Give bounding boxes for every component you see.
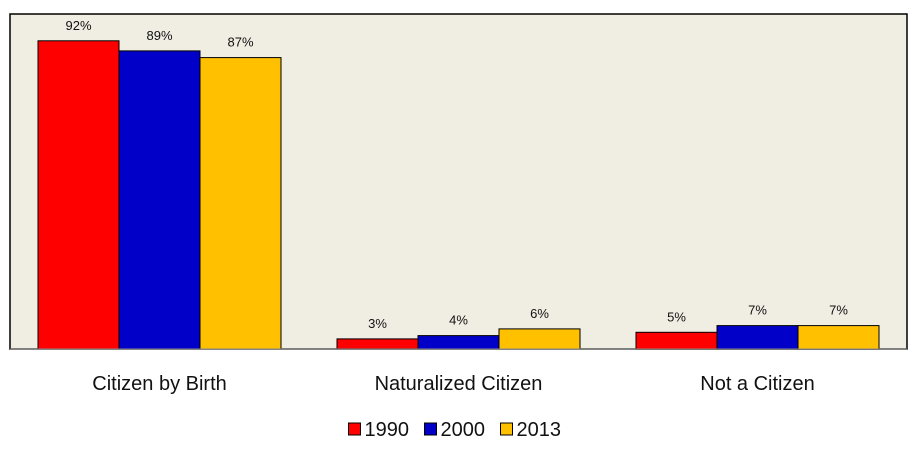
bar-2000-0 [118,50,201,350]
bar-1990-1 [336,338,419,350]
data-label-1990-1: 3% [368,316,387,331]
legend-swatch-2000 [424,422,437,436]
legend-swatch-1990 [348,422,361,436]
data-label-2013-1: 6% [530,306,549,321]
data-label-1990-0: 92% [65,18,91,33]
bar-1990-0 [37,40,120,350]
category-label-0: Citizen by Birth [92,373,227,395]
data-label-2000-2: 7% [748,303,767,318]
legend-label-2013: 2013 [517,419,562,441]
bar-1990-2 [635,331,718,350]
data-label-1990-2: 5% [667,309,686,324]
category-labels-group: Citizen by Birth Naturalized Citizen Not a… [92,373,815,395]
data-label-2000-0: 89% [146,28,172,43]
data-labels-group: 92% 89% 87% 3% 4% 6% 5% 7% 7% [65,18,848,331]
category-label-2: Not a Citizen [700,373,815,395]
legend-label-2000: 2000 [441,419,486,441]
bar-2000-1 [417,335,500,350]
category-label-1: Naturalized Citizen [375,373,543,395]
data-label-2013-0: 87% [227,35,253,50]
bar-2013-0 [199,57,282,350]
bar-2013-2 [797,325,880,350]
bar-2013-1 [498,328,581,350]
data-label-2000-1: 4% [449,313,468,328]
data-label-2013-2: 7% [829,303,848,318]
legend-label-1990: 1990 [365,419,410,441]
legend-swatch-2013 [500,422,513,436]
bar-2000-2 [716,325,799,350]
bars-group [37,40,880,350]
legend: 1990 2000 2013 [348,419,562,441]
